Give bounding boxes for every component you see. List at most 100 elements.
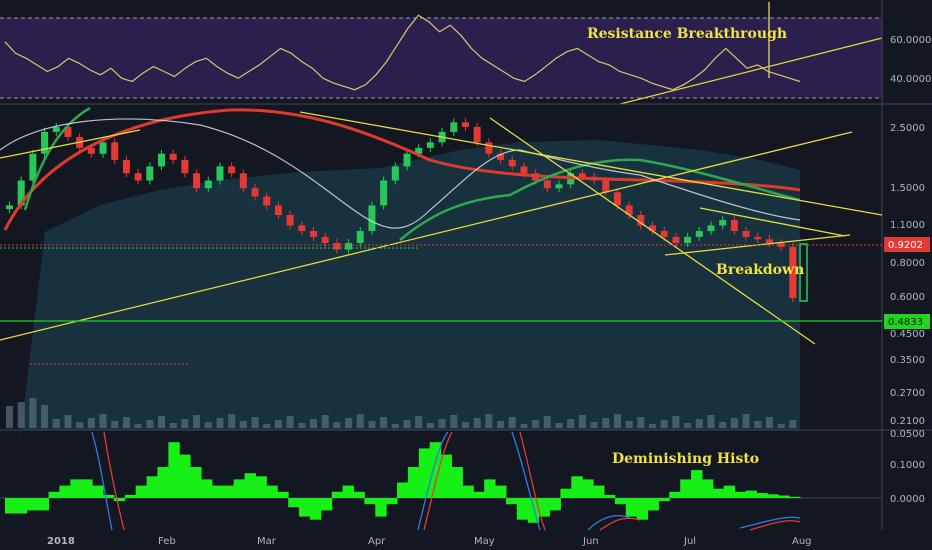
volume-bar bbox=[204, 422, 212, 428]
volume-bar bbox=[345, 418, 353, 428]
candle-body bbox=[380, 180, 388, 206]
macd-histogram-bar bbox=[386, 498, 398, 505]
macd-histogram-bar bbox=[527, 498, 540, 523]
price-tick-label-3: 0.8000 bbox=[890, 258, 925, 269]
trendline-rising-long bbox=[0, 131, 853, 341]
rsi-tick-label-1: 40.0000 bbox=[890, 74, 931, 85]
candle-body bbox=[6, 205, 14, 210]
candle-body bbox=[286, 215, 294, 226]
macd-histogram-bar bbox=[407, 467, 420, 498]
macd-histogram-bar bbox=[342, 485, 354, 498]
candle-body bbox=[298, 225, 306, 232]
candle-body bbox=[356, 231, 364, 244]
volume-bar bbox=[216, 418, 224, 428]
last-price-box bbox=[884, 237, 930, 252]
volume-bar bbox=[333, 422, 341, 428]
macd-histogram-bar bbox=[571, 476, 583, 498]
macd-histogram-bar bbox=[299, 498, 311, 517]
rsi-tick-label-0: 60.0000 bbox=[890, 35, 931, 46]
macd-tick-label-1: 0.0500 bbox=[890, 429, 925, 440]
macd-tick-label-0: 0.1000 bbox=[890, 460, 925, 471]
candle-body bbox=[473, 127, 481, 143]
volume-bar bbox=[613, 414, 621, 428]
candle-body bbox=[216, 166, 224, 181]
price-tick-label-4: 0.6000 bbox=[890, 292, 925, 303]
candle-body bbox=[17, 180, 25, 206]
volume-bar bbox=[719, 422, 727, 428]
candle-body bbox=[461, 122, 469, 127]
price-tick-label-6: 0.3500 bbox=[890, 355, 925, 366]
volume-bar bbox=[122, 417, 130, 428]
candle-body bbox=[157, 153, 165, 167]
candle-body bbox=[426, 142, 434, 148]
candle-body bbox=[672, 236, 680, 244]
macd-histogram-bar bbox=[5, 498, 17, 514]
macd-histogram-bar bbox=[375, 498, 387, 517]
macd-histogram-bar bbox=[277, 491, 289, 498]
candle-body bbox=[649, 225, 657, 232]
macd-histogram-bar bbox=[288, 498, 300, 508]
macd-histogram-bar bbox=[462, 485, 474, 498]
trendline-falling-steep bbox=[489, 117, 816, 345]
candle-body bbox=[345, 243, 353, 250]
volume-bar bbox=[543, 416, 551, 428]
volume-bar bbox=[450, 415, 458, 428]
rsi-line bbox=[4, 14, 801, 91]
volume-bar bbox=[777, 424, 785, 428]
volume-bar bbox=[64, 415, 72, 428]
macd-histogram-bar bbox=[244, 473, 256, 498]
macd-histogram-bar bbox=[723, 485, 736, 498]
candle-body bbox=[228, 166, 236, 174]
volume-bar bbox=[403, 420, 411, 428]
macd-histogram-bar bbox=[625, 498, 638, 517]
volume-bar bbox=[309, 419, 317, 428]
macd-histogram-bar bbox=[451, 467, 463, 498]
candle-body bbox=[274, 205, 282, 216]
candle-body bbox=[87, 147, 95, 154]
volume-bar bbox=[684, 423, 692, 428]
macd-histogram-bar bbox=[81, 479, 93, 498]
volume-bar bbox=[181, 419, 189, 428]
volume-bar bbox=[508, 417, 516, 428]
candle-body bbox=[789, 246, 797, 299]
candle-body bbox=[625, 205, 633, 216]
candle-body bbox=[730, 220, 738, 232]
candle-body bbox=[52, 127, 60, 132]
volume-bar bbox=[99, 414, 107, 428]
candle-body bbox=[719, 220, 727, 226]
candle-body bbox=[368, 205, 376, 232]
candle-body bbox=[321, 236, 329, 244]
volume-bar bbox=[461, 422, 469, 428]
macd-histogram-bar bbox=[233, 479, 246, 498]
macd-histogram-bar bbox=[48, 491, 60, 498]
volume-bar bbox=[742, 414, 750, 428]
macd-histogram-bar bbox=[157, 467, 169, 498]
macd-histogram-bar bbox=[669, 491, 681, 498]
candle-body bbox=[391, 166, 399, 181]
candle-body bbox=[497, 153, 505, 160]
volume-bar bbox=[321, 415, 329, 428]
macd-histogram-bar bbox=[211, 485, 224, 498]
candle-body bbox=[333, 243, 341, 250]
volume-bar bbox=[87, 418, 95, 428]
time-tick-label-2: Mar bbox=[257, 536, 277, 547]
cloud-area bbox=[20, 140, 800, 440]
volume-bar bbox=[134, 424, 142, 428]
volume-bar bbox=[286, 416, 294, 428]
trendline-falling-upper bbox=[299, 111, 883, 216]
volume-bar bbox=[169, 423, 177, 428]
volume-bar bbox=[76, 422, 84, 428]
macd-histogram-bar bbox=[473, 491, 485, 498]
macd-histogram-bar bbox=[516, 498, 529, 520]
macd-histogram-bar bbox=[560, 488, 572, 498]
macd-histogram-bar bbox=[440, 454, 453, 498]
candle-body bbox=[520, 166, 528, 174]
volume-bar bbox=[368, 421, 376, 428]
volume-bar bbox=[497, 421, 505, 428]
trendline-early bbox=[0, 129, 141, 159]
volume-bar bbox=[637, 417, 645, 428]
volume-bar bbox=[52, 419, 60, 428]
price-tick-label-0: 2.5000 bbox=[890, 123, 925, 134]
time-tick-label-0: 2018 bbox=[47, 536, 75, 547]
